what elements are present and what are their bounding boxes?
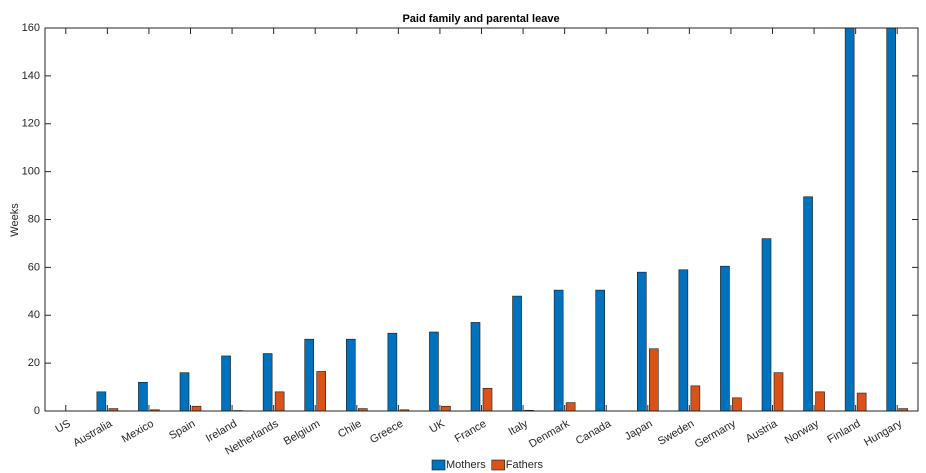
bar bbox=[399, 409, 410, 411]
y-tick-label: 60 bbox=[28, 261, 40, 273]
bar bbox=[636, 271, 647, 411]
bar bbox=[221, 355, 231, 411]
x-tick-label: Belgium bbox=[282, 418, 322, 448]
plot-area bbox=[96, 28, 909, 411]
bar bbox=[761, 238, 772, 411]
x-tick-label: Spain bbox=[167, 418, 197, 442]
bar bbox=[553, 289, 564, 411]
bar bbox=[898, 408, 909, 411]
bar bbox=[345, 338, 356, 411]
x-tick-label: Hungary bbox=[862, 417, 904, 448]
x-tick-label: Japan bbox=[623, 418, 655, 443]
legend-swatch bbox=[491, 459, 506, 471]
x-tick-label: Sweden bbox=[656, 418, 696, 448]
bar bbox=[96, 391, 107, 411]
y-tick-label: 140 bbox=[22, 70, 40, 82]
x-tick-label: Canada bbox=[574, 417, 614, 447]
x-tick-label: Italy bbox=[507, 417, 531, 438]
bar bbox=[357, 408, 368, 411]
bar bbox=[179, 372, 190, 411]
x-tick-label: Mexico bbox=[120, 418, 156, 446]
x-tick-label: UK bbox=[428, 417, 448, 435]
bar bbox=[648, 348, 659, 411]
bar bbox=[815, 391, 825, 411]
y-tick-label: 120 bbox=[22, 118, 40, 130]
bar bbox=[108, 408, 119, 411]
legend-label: Mothers bbox=[446, 459, 486, 471]
x-tick-label: France bbox=[453, 418, 489, 446]
bar bbox=[732, 397, 742, 411]
bar bbox=[191, 405, 202, 411]
bar bbox=[304, 338, 315, 411]
y-tick-label: 80 bbox=[28, 213, 40, 225]
bar bbox=[595, 289, 606, 411]
bar bbox=[512, 295, 522, 411]
bar bbox=[886, 28, 897, 411]
y-tick-label: 100 bbox=[22, 166, 40, 178]
x-tick-label: Finland bbox=[825, 418, 862, 446]
bar bbox=[803, 196, 813, 411]
bar bbox=[150, 409, 160, 411]
bar bbox=[565, 402, 576, 411]
y-tick-label: 40 bbox=[28, 309, 40, 321]
x-tick-label: Greece bbox=[368, 418, 405, 446]
bar bbox=[482, 387, 493, 411]
bar bbox=[387, 332, 398, 411]
x-tick-label: Denmark bbox=[527, 417, 572, 450]
y-tick-label: 0 bbox=[34, 405, 40, 417]
chart-title: Paid family and parental leave bbox=[402, 13, 559, 25]
bar bbox=[856, 392, 867, 411]
x-tick-label: Austria bbox=[744, 417, 780, 445]
y-tick-label: 20 bbox=[28, 357, 40, 369]
bar bbox=[690, 385, 701, 411]
x-tick-label: US bbox=[54, 418, 73, 436]
bar bbox=[470, 322, 481, 411]
bar bbox=[720, 265, 730, 411]
bar bbox=[429, 331, 439, 411]
bar bbox=[274, 391, 285, 411]
axes-box bbox=[44, 27, 919, 412]
bar bbox=[316, 371, 327, 411]
bar bbox=[138, 381, 148, 411]
bar bbox=[844, 28, 855, 411]
y-tick-label: 160 bbox=[22, 22, 40, 34]
x-tick-label: Germany bbox=[693, 417, 739, 450]
bar bbox=[773, 372, 784, 411]
bar bbox=[441, 405, 451, 411]
bar bbox=[678, 269, 689, 411]
x-tick-label: Australia bbox=[71, 417, 115, 449]
legend-label: Fathers bbox=[506, 459, 544, 471]
x-tick-label: Norway bbox=[783, 417, 822, 446]
bar bbox=[262, 353, 273, 411]
y-axis-label: Weeks bbox=[9, 203, 21, 237]
x-tick-label: Chile bbox=[336, 418, 364, 441]
legend-swatch bbox=[431, 459, 446, 471]
